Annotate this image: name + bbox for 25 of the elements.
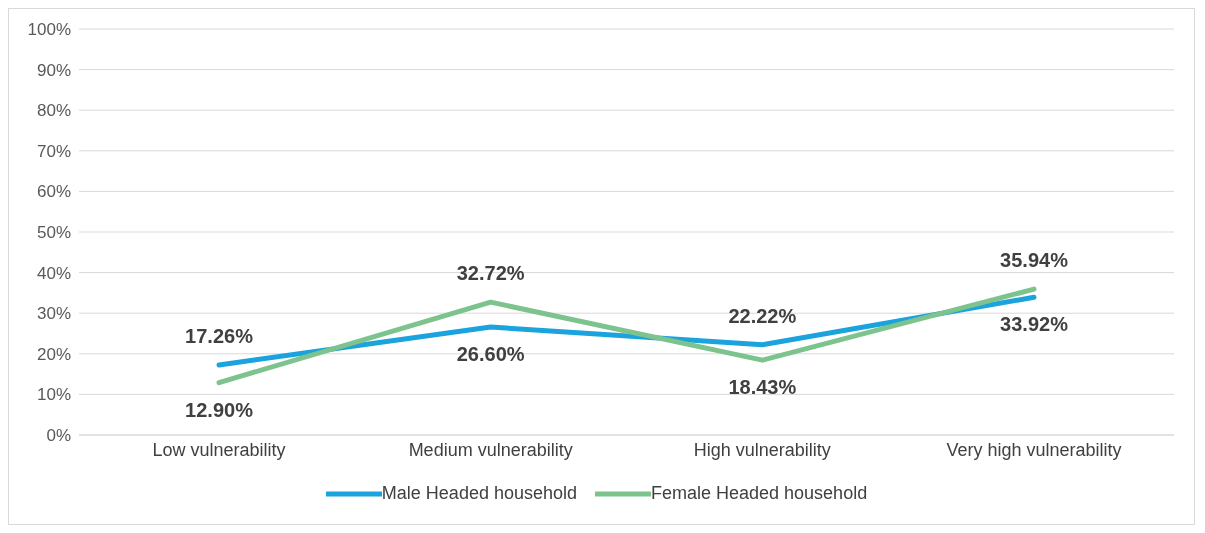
- y-tick-label: 100%: [27, 20, 71, 40]
- data-label: 17.26%: [185, 324, 254, 347]
- y-tick-label: 20%: [36, 344, 71, 364]
- data-label: 18.43%: [728, 376, 797, 399]
- y-tick-label: 70%: [36, 141, 71, 161]
- y-tick-label: 40%: [36, 263, 71, 283]
- data-label: 22.22%: [728, 304, 797, 327]
- y-tick-label: 0%: [46, 426, 71, 446]
- y-tick-label: 80%: [36, 101, 71, 121]
- y-tick-label: 50%: [36, 223, 71, 243]
- y-tick-label: 10%: [36, 385, 71, 405]
- x-tick-label: Very high vulnerability: [946, 439, 1122, 460]
- x-tick-label: High vulnerability: [693, 439, 831, 460]
- legend-label: Male Headed household: [381, 483, 577, 504]
- x-tick-label: Low vulnerability: [152, 439, 286, 460]
- y-tick-label: 60%: [36, 182, 71, 202]
- data-label: 12.90%: [185, 398, 254, 421]
- data-label: 33.92%: [1000, 313, 1069, 336]
- x-tick-label: Medium vulnerability: [408, 439, 573, 460]
- data-label: 35.94%: [1000, 249, 1069, 272]
- legend-label: Female Headed household: [651, 483, 868, 504]
- y-tick-label: 30%: [36, 304, 71, 324]
- data-label: 26.60%: [456, 343, 525, 365]
- data-label: 32.72%: [456, 262, 525, 285]
- y-tick-label: 90%: [36, 60, 71, 80]
